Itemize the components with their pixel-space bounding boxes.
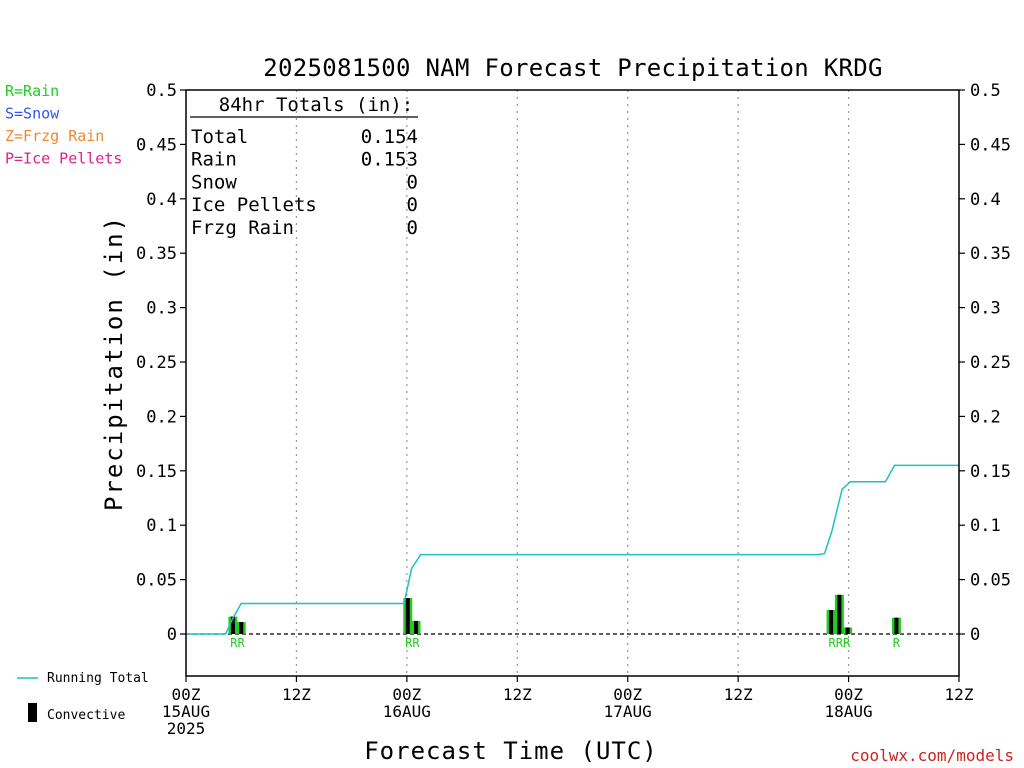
ptype-label-1: RR	[405, 636, 420, 650]
convective-bar-6	[845, 627, 850, 634]
ytick-label-left-6: 0.3	[146, 299, 177, 319]
grid-lines	[186, 90, 959, 676]
xtick-label-5-0: 12Z	[724, 685, 753, 704]
chart-title: 2025081500 NAM Forecast Precipitation KR…	[263, 54, 882, 82]
totals-value-2: 0	[407, 171, 418, 193]
credit-text: coolwx.com/models	[850, 746, 1014, 765]
xtick-label-6-1: 18AUG	[824, 702, 872, 721]
convective-bar-0	[230, 616, 235, 634]
xtick-label-7-0: 12Z	[945, 685, 974, 704]
ytick-label-left-0: 0	[167, 625, 177, 645]
x-axis-label: Forecast Time (UTC)	[364, 737, 658, 765]
legend-entry-0: R=Rain	[5, 82, 59, 100]
totals-label-4: Frzg Rain	[191, 217, 294, 239]
ytick-label-right-10: 0.5	[970, 81, 1001, 101]
xtick-label-3-0: 12Z	[503, 685, 532, 704]
running-total-series	[186, 464, 959, 635]
ytick-label-right-3: 0.15	[970, 462, 1011, 482]
xtick-label-4-0: 00Z	[613, 685, 642, 704]
ytick-label-right-7: 0.35	[970, 244, 1011, 264]
ytick-label-right-4: 0.2	[970, 407, 1001, 427]
y-axis-label: Precipitation (in)	[100, 215, 128, 511]
totals-label-1: Rain	[191, 149, 237, 171]
ytick-label-left-7: 0.35	[136, 244, 177, 264]
ytick-label-left-2: 0.1	[146, 516, 177, 536]
xtick-label-1-0: 12Z	[282, 685, 311, 704]
totals-value-3: 0	[407, 194, 418, 216]
ytick-label-left-9: 0.45	[136, 135, 177, 155]
xtick-label-0-1: 15AUG	[162, 702, 210, 721]
running-total-legend-label: Running Total	[47, 671, 149, 686]
chart-text: RR RR RRR R0 00.05 0.050.1 0.10.15 0.150.2 0.20.…	[5, 54, 1014, 765]
ptype-label-3: R	[893, 636, 901, 650]
totals-label-2: Snow	[191, 171, 237, 193]
convective-bar-3	[414, 620, 419, 634]
totals-value-0: 0.154	[361, 126, 418, 148]
ytick-label-right-2: 0.1	[970, 516, 1001, 536]
convective-bar-2	[405, 598, 410, 634]
convective-bar-7	[894, 617, 899, 634]
totals-header: 84hr Totals (in):	[219, 94, 413, 116]
xtick-label-0-2: 2025	[167, 719, 206, 738]
ptype-label-0: RR	[230, 636, 245, 650]
legend-entry-1: S=Snow	[5, 105, 60, 123]
ytick-label-left-3: 0.15	[136, 462, 177, 482]
totals-label-3: Ice Pellets	[191, 194, 317, 216]
xtick-label-6-0: 00Z	[834, 685, 863, 704]
xtick-label-4-1: 17AUG	[604, 702, 652, 721]
ytick-label-left-5: 0.25	[136, 353, 177, 373]
ptype-label-2: RRR	[829, 636, 851, 650]
plot-frame	[185, 89, 960, 677]
legend-entry-2: Z=Frzg Rain	[5, 127, 104, 145]
totals-value-1: 0.153	[361, 149, 418, 171]
ytick-label-right-6: 0.3	[970, 299, 1001, 319]
convective-legend-label: Convective	[47, 708, 125, 723]
totals-value-4: 0	[407, 217, 418, 239]
ytick-label-left-4: 0.2	[146, 407, 177, 427]
ytick-label-left-8: 0.4	[146, 190, 177, 210]
ytick-label-right-5: 0.25	[970, 353, 1011, 373]
ytick-label-left-1: 0.05	[136, 571, 177, 591]
convective-bar-1	[239, 622, 244, 634]
ytick-label-right-9: 0.45	[970, 135, 1011, 155]
totals-label-0: Total	[191, 126, 248, 148]
axes	[17, 89, 965, 722]
convective-bar-4	[829, 610, 834, 634]
xtick-label-0-0: 00Z	[172, 685, 201, 704]
xtick-label-2-0: 00Z	[392, 685, 421, 704]
legend-entry-3: P=Ice Pellets	[5, 150, 122, 168]
ytick-label-right-1: 0.05	[970, 571, 1011, 591]
ytick-label-right-8: 0.4	[970, 190, 1001, 210]
xtick-label-2-1: 16AUG	[383, 702, 431, 721]
convective-bar-5	[837, 594, 842, 634]
ytick-label-left-10: 0.5	[146, 81, 177, 101]
running-total-line	[186, 464, 959, 635]
convective-legend-swatch	[28, 703, 37, 722]
precip-bars	[228, 594, 901, 634]
ytick-label-right-0: 0	[970, 625, 980, 645]
